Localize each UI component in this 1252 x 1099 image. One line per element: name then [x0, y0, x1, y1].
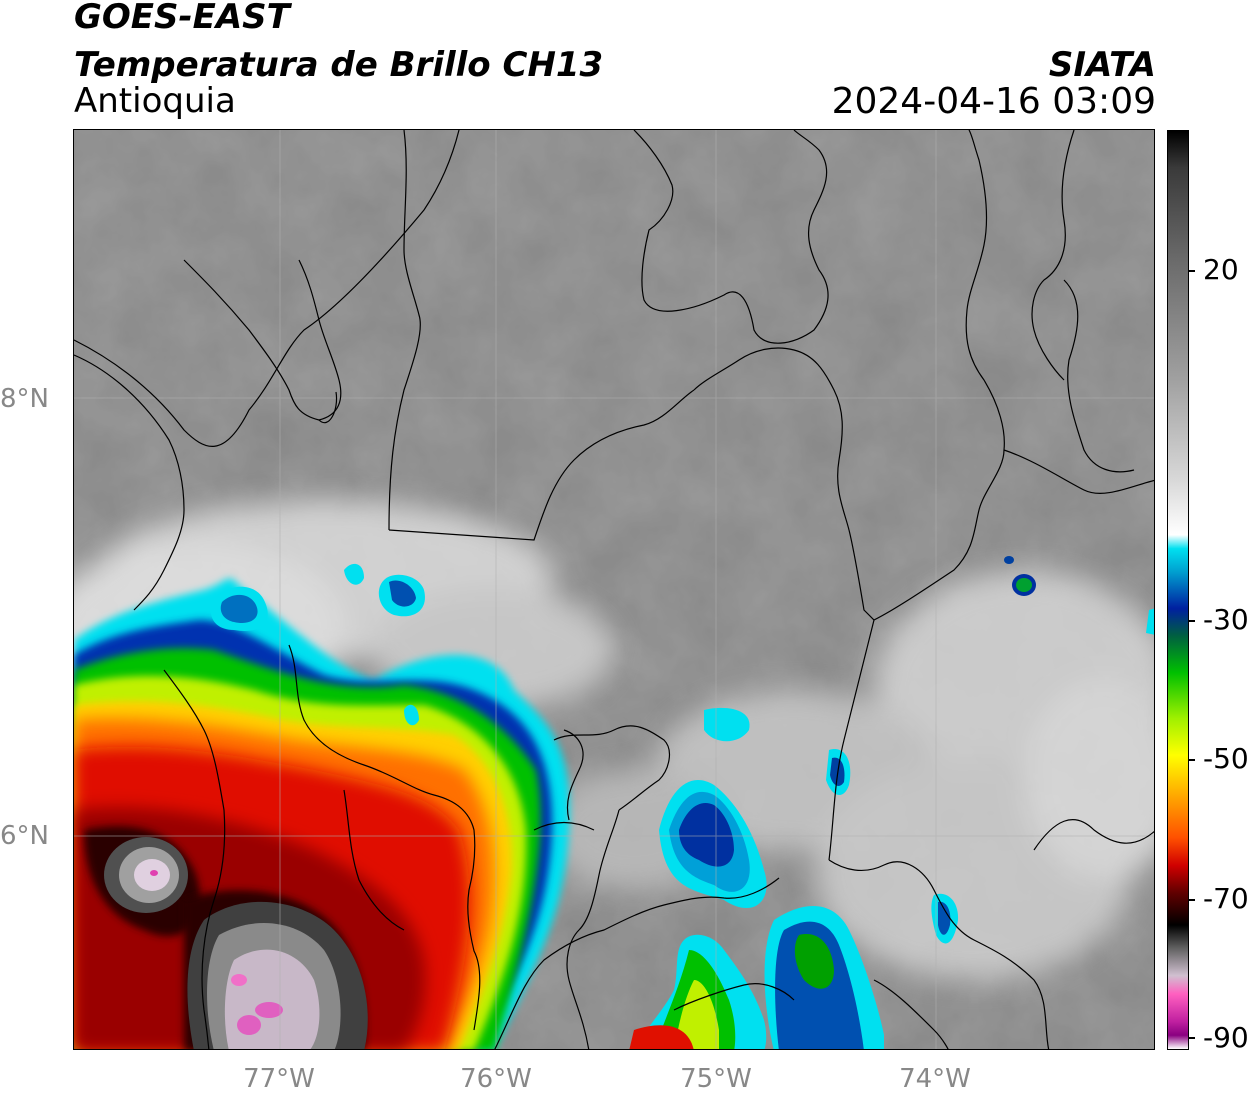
- title-product: Temperatura de Brillo CH13: [74, 45, 604, 85]
- political-borders: [74, 130, 1154, 1049]
- colorbar-label-20: 20: [1203, 253, 1239, 286]
- colorbar-tick-mark: [1189, 270, 1195, 272]
- lat-label-8n: 8°N: [0, 384, 49, 414]
- graticule: [74, 130, 1154, 1049]
- cold-core-2: [187, 901, 368, 1049]
- lon-label-74w: 74°W: [899, 1064, 971, 1094]
- temperature-colorbar: [1167, 130, 1189, 1050]
- colorbar-tick-mark: [1189, 759, 1195, 761]
- lon-label-75w: 75°W: [680, 1064, 752, 1094]
- cold-core-1: [104, 837, 188, 913]
- map-canvas: [74, 130, 1154, 1049]
- organization-label: SIATA: [1048, 45, 1156, 85]
- colorbar-label-minus30: -30: [1203, 603, 1249, 636]
- colorbar-tick-mark: [1189, 620, 1195, 622]
- region-label: Antioquia: [74, 81, 236, 121]
- colorbar-label-minus90: -90: [1203, 1021, 1249, 1054]
- colorbar-label-minus50: -50: [1203, 742, 1249, 775]
- lat-label-6n: 6°N: [0, 821, 49, 851]
- colorbar-label-minus70: -70: [1203, 882, 1249, 915]
- satellite-map: [73, 129, 1155, 1050]
- datetime-label: 2024-04-16 03:09: [831, 81, 1156, 122]
- lon-label-77w: 77°W: [243, 1064, 315, 1094]
- colorbar-tick-mark: [1189, 899, 1195, 901]
- title-satellite: GOES-EAST: [74, 0, 290, 37]
- convective-cells-east: [210, 556, 1154, 1049]
- colorbar-tick-mark: [1189, 1037, 1195, 1039]
- lon-label-76w: 76°W: [460, 1064, 532, 1094]
